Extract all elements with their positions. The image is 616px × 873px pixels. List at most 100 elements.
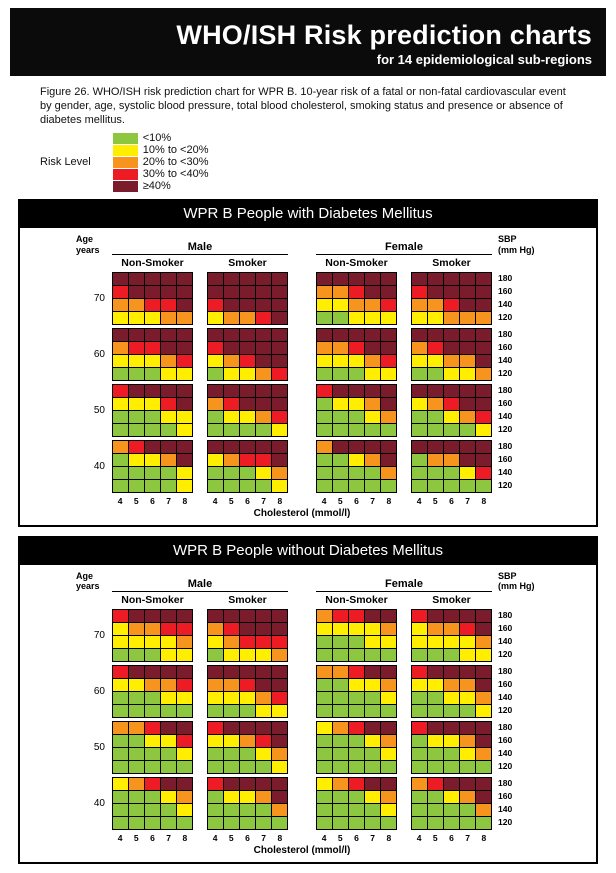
risk-cell — [412, 760, 428, 774]
risk-cell — [240, 747, 256, 761]
risk-grid-wrap — [411, 608, 492, 662]
risk-cell — [224, 777, 240, 791]
risk-cell — [240, 479, 256, 493]
risk-cell — [240, 691, 256, 705]
risk-cell — [412, 790, 428, 804]
risk-grid-wrap — [316, 439, 397, 493]
risk-cell — [476, 453, 492, 467]
risk-cell — [412, 648, 428, 662]
risk-cell — [428, 384, 444, 398]
risk-cell — [365, 777, 381, 791]
sbp-tick: 140 — [498, 803, 513, 814]
cholesterol-tick: 8 — [386, 495, 392, 506]
risk-cell — [208, 272, 224, 286]
risk-cell — [177, 479, 193, 493]
risk-cell — [161, 453, 177, 467]
risk-cell — [145, 328, 161, 342]
sbp-ticks: 180 160 140 120 — [492, 665, 546, 718]
risk-cell — [256, 397, 272, 411]
risk-cell — [145, 466, 161, 480]
risk-grid-female_smoker — [411, 664, 492, 718]
risk-cell — [208, 721, 224, 735]
legend-swatch — [112, 156, 138, 168]
risk-cell — [272, 691, 288, 705]
risk-cell — [161, 816, 177, 830]
risk-cell — [145, 410, 161, 424]
risk-cell — [256, 691, 272, 705]
risk-cell — [208, 635, 224, 649]
risk-cell — [460, 479, 476, 493]
sbp-ticks: 180 160 140 120 — [492, 328, 546, 381]
risk-cell — [381, 803, 397, 817]
risk-cell — [476, 285, 492, 299]
risk-grid-wrap — [207, 720, 288, 774]
risk-cell — [256, 790, 272, 804]
risk-cell — [161, 704, 177, 718]
risk-cell — [256, 384, 272, 398]
risk-cell — [240, 298, 256, 312]
risk-cell — [256, 367, 272, 381]
sbp-tick: 120 — [498, 648, 513, 659]
risk-cell — [145, 272, 161, 286]
legend-swatch — [112, 144, 138, 156]
risk-cell — [129, 354, 145, 368]
risk-cell — [333, 747, 349, 761]
risk-cell — [129, 704, 145, 718]
risk-grid-wrap — [112, 664, 193, 718]
risk-cell — [129, 311, 145, 325]
risk-cell — [145, 816, 161, 830]
risk-cell — [177, 397, 193, 411]
risk-cell — [317, 341, 333, 355]
risk-cell — [272, 816, 288, 830]
risk-cell — [208, 341, 224, 355]
risk-cell — [333, 354, 349, 368]
risk-cell — [177, 747, 193, 761]
sbp-tick: 160 — [498, 734, 513, 745]
risk-grid-male_nonsmoker — [112, 271, 193, 325]
risk-cell — [349, 440, 365, 454]
risk-cell — [412, 479, 428, 493]
risk-cell — [317, 479, 333, 493]
risk-cell — [256, 760, 272, 774]
risk-panels: WPR B People with Diabetes Mellitus Age ye… — [0, 199, 616, 864]
risk-cell — [224, 440, 240, 454]
risk-cell — [317, 721, 333, 735]
risk-cell — [365, 665, 381, 679]
risk-legend-items: <10% 10% to <20% 20% to <30% 30% to <40% ≥40… — [97, 132, 209, 192]
risk-grid-female_smoker — [411, 327, 492, 381]
age-label: 70 — [93, 292, 105, 304]
risk-cell — [129, 440, 145, 454]
gender-header-row: Age years Male Female SBP (mm Hg) — [76, 571, 596, 592]
risk-cell — [460, 648, 476, 662]
risk-grid-male_smoker — [207, 383, 288, 437]
risk-cell — [412, 635, 428, 649]
legend-item: 10% to <20% — [97, 144, 209, 156]
smoking-header-row: Non-Smoker Smoker Non-Smoker Smoker — [76, 256, 596, 272]
risk-cell — [208, 803, 224, 817]
risk-cell — [272, 410, 288, 424]
gender-header-female: Female — [316, 578, 492, 592]
risk-cell — [113, 298, 129, 312]
risk-cell — [412, 704, 428, 718]
risk-cell — [208, 691, 224, 705]
sbp-axis-label-line: (mm Hg) — [498, 581, 535, 592]
risk-grid-male_nonsmoker — [112, 664, 193, 718]
risk-cell — [460, 691, 476, 705]
risk-cell — [317, 678, 333, 692]
risk-cell — [412, 453, 428, 467]
risk-cell — [145, 678, 161, 692]
cholesterol-tick: 5 — [432, 495, 438, 506]
risk-cell — [317, 453, 333, 467]
page-title: WHO/ISH Risk prediction charts — [176, 20, 592, 50]
risk-cell — [333, 311, 349, 325]
risk-cell — [161, 648, 177, 662]
risk-cell — [113, 311, 129, 325]
risk-cell — [365, 397, 381, 411]
risk-cell — [113, 272, 129, 286]
risk-cell — [460, 609, 476, 623]
risk-cell — [428, 311, 444, 325]
cholesterol-tick: 6 — [150, 832, 155, 843]
risk-cell — [145, 665, 161, 679]
risk-cell — [412, 440, 428, 454]
